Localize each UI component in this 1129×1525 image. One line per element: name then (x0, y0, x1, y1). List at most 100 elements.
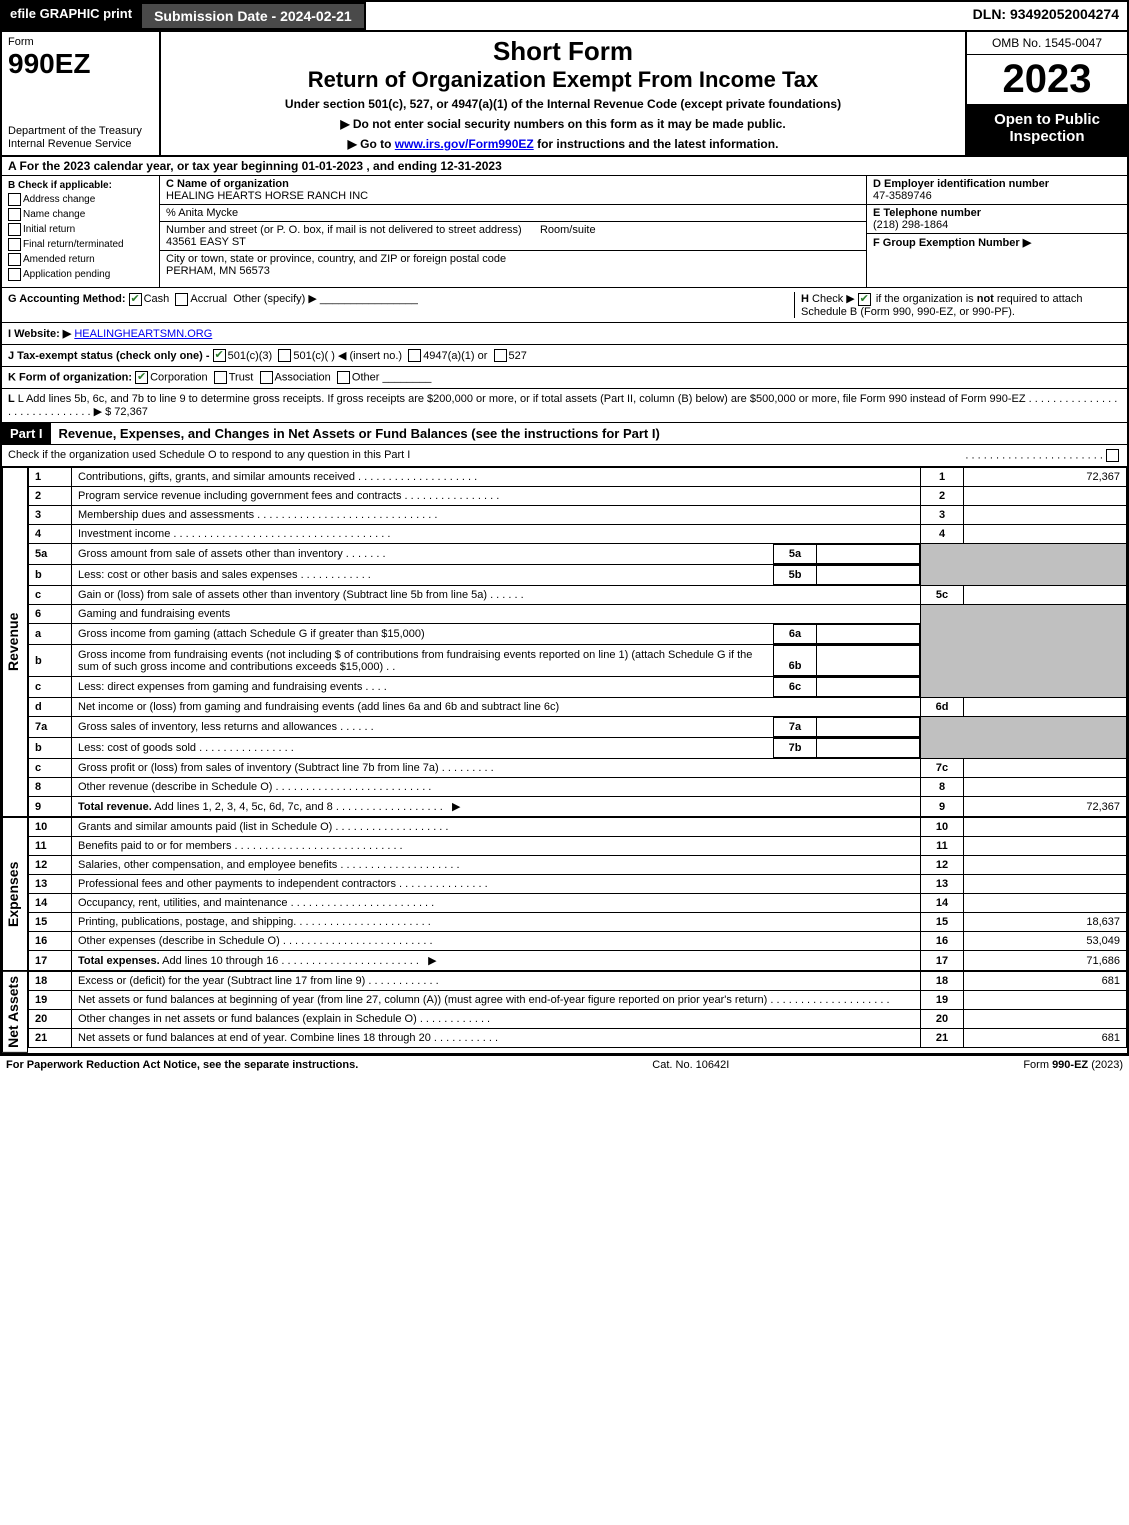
city-label: City or town, state or province, country… (166, 253, 506, 265)
net-assets-table: 18Excess or (deficit) for the year (Subt… (28, 971, 1127, 1048)
top-bar: efile GRAPHIC print Submission Date - 20… (2, 2, 1127, 32)
section-j-label: J Tax-exempt status (check only one) - (8, 350, 210, 362)
line-9: 9Total revenue. Add lines 1, 2, 3, 4, 5c… (29, 797, 1127, 817)
section-e: E Telephone number (218) 298-1864 (867, 205, 1127, 234)
tax-year: 2023 (967, 55, 1127, 105)
city-value: PERHAM, MN 56573 (166, 265, 270, 277)
expenses-vert-label: Expenses (2, 817, 28, 971)
section-b-title: B Check if applicable: (8, 180, 153, 191)
open-to-public: Open to Public Inspection (967, 105, 1127, 155)
line-6d: dNet income or (loss) from gaming and fu… (29, 698, 1127, 717)
line-19: 19Net assets or fund balances at beginni… (29, 991, 1127, 1010)
line-10: 10Grants and similar amounts paid (list … (29, 818, 1127, 837)
right-header: OMB No. 1545-0047 2023 Open to Public In… (965, 32, 1127, 155)
section-f: F Group Exemption Number ▶ (867, 234, 1127, 251)
line-7a: 7aGross sales of inventory, less returns… (29, 717, 1127, 738)
revenue-table: 1Contributions, gifts, grants, and simil… (28, 467, 1127, 817)
efile-print-button[interactable]: efile GRAPHIC print (2, 2, 140, 30)
accrual-label: Accrual (190, 293, 227, 305)
opt-501c3: 501(c)(3) (228, 350, 273, 362)
section-k-label: K Form of organization: (8, 372, 132, 384)
title-cell: Short Form Return of Organization Exempt… (161, 32, 965, 155)
section-d-label: D Employer identification number (873, 178, 1049, 190)
section-a: A For the 2023 calendar year, or tax yea… (2, 157, 1127, 176)
section-j: J Tax-exempt status (check only one) - 5… (2, 345, 1127, 368)
expenses-table: 10Grants and similar amounts paid (list … (28, 817, 1127, 971)
check-trust[interactable] (214, 371, 227, 384)
short-form-title: Short Form (167, 36, 959, 67)
check-other-org[interactable] (337, 371, 350, 384)
line-5a: 5aGross amount from sale of assets other… (29, 544, 1127, 565)
check-amended-return[interactable]: Amended return (8, 253, 153, 266)
instr2-pre: ▶ Go to (348, 137, 395, 151)
check-accrual[interactable] (175, 293, 188, 306)
line-12: 12Salaries, other compensation, and empl… (29, 856, 1127, 875)
check-schedule-b[interactable] (858, 293, 871, 306)
check-label-5: Application pending (23, 269, 110, 280)
line-5c: cGain or (loss) from sale of assets othe… (29, 586, 1127, 605)
section-l: L L Add lines 5b, 6c, and 7b to line 9 t… (2, 389, 1127, 423)
line-6: 6Gaming and fundraising events (29, 605, 1127, 624)
line-20: 20Other changes in net assets or fund ba… (29, 1010, 1127, 1029)
section-f-label: F Group Exemption Number ▶ (873, 237, 1031, 249)
irs-link[interactable]: www.irs.gov/Form990EZ (395, 137, 534, 151)
net-assets-vert-label: Net Assets (2, 971, 28, 1053)
opt-assoc: Association (275, 372, 331, 384)
form-header: Form 990EZ Department of the Treasury In… (2, 32, 1127, 157)
footer-right: Form 990-EZ (2023) (1023, 1059, 1123, 1071)
org-name-row: C Name of organization HEALING HEARTS HO… (160, 176, 866, 205)
opt-4947: 4947(a)(1) or (423, 350, 487, 362)
section-de: D Employer identification number 47-3589… (867, 176, 1127, 287)
check-corporation[interactable] (135, 371, 148, 384)
footer-center: Cat. No. 10642I (652, 1059, 729, 1071)
check-label-0: Address change (23, 194, 95, 205)
line-16: 16Other expenses (describe in Schedule O… (29, 932, 1127, 951)
line-13: 13Professional fees and other payments t… (29, 875, 1127, 894)
street-value: 43561 EASY ST (166, 236, 246, 248)
line-4: 4Investment income . . . . . . . . . . .… (29, 525, 1127, 544)
expenses-section: Expenses 10Grants and similar amounts pa… (2, 817, 1127, 971)
check-label-4: Amended return (23, 254, 95, 265)
check-association[interactable] (260, 371, 273, 384)
section-i: I Website: ▶ HEALINGHEARTSMN.ORG (2, 323, 1127, 345)
section-l-text: L Add lines 5b, 6c, and 7b to line 9 to … (18, 393, 1026, 405)
check-name-change[interactable]: Name change (8, 208, 153, 221)
check-initial-return[interactable]: Initial return (8, 223, 153, 236)
check-527[interactable] (494, 349, 507, 362)
instruction-2: ▶ Go to www.irs.gov/Form990EZ for instru… (167, 137, 959, 151)
opt-corp: Corporation (150, 372, 207, 384)
part-1-check-text: Check if the organization used Schedule … (8, 449, 410, 461)
line-2: 2Program service revenue including gover… (29, 487, 1127, 506)
part-1-header: Part I Revenue, Expenses, and Changes in… (2, 423, 1127, 445)
section-e-label: E Telephone number (873, 207, 981, 219)
form-number: 990EZ (8, 48, 153, 80)
city-row: City or town, state or province, country… (160, 251, 866, 279)
care-of-row: % Anita Mycke (160, 205, 866, 222)
street-row: Number and street (or P. O. box, if mail… (160, 222, 866, 251)
gross-receipts: 72,367 (114, 406, 148, 418)
line-14: 14Occupancy, rent, utilities, and mainte… (29, 894, 1127, 913)
org-name: HEALING HEARTS HORSE RANCH INC (166, 190, 368, 202)
section-g: G Accounting Method: Cash Accrual Other … (8, 292, 794, 318)
ein-value: 47-3589746 (873, 190, 932, 202)
check-cash[interactable] (129, 293, 142, 306)
check-4947[interactable] (408, 349, 421, 362)
subtitle: Under section 501(c), 527, or 4947(a)(1)… (167, 97, 959, 111)
section-i-label: I Website: ▶ (8, 328, 71, 340)
section-d: D Employer identification number 47-3589… (867, 176, 1127, 205)
check-501c[interactable] (278, 349, 291, 362)
part-1-check: Check if the organization used Schedule … (2, 445, 1127, 467)
revenue-vert-label: Revenue (2, 467, 28, 817)
form-id-cell: Form 990EZ Department of the Treasury In… (2, 32, 161, 155)
website-link[interactable]: HEALINGHEARTSMN.ORG (74, 328, 212, 340)
line-21: 21Net assets or fund balances at end of … (29, 1029, 1127, 1048)
check-501c3[interactable] (213, 349, 226, 362)
check-application-pending[interactable]: Application pending (8, 268, 153, 281)
form-label: Form (8, 36, 153, 48)
opt-501c: 501(c)( ) ◀ (insert no.) (293, 350, 402, 362)
check-address-change[interactable]: Address change (8, 193, 153, 206)
check-final-return[interactable]: Final return/terminated (8, 238, 153, 251)
section-c-label: C Name of organization (166, 178, 289, 190)
check-schedule-o[interactable] (1106, 449, 1119, 462)
section-k: K Form of organization: Corporation Trus… (2, 367, 1127, 389)
